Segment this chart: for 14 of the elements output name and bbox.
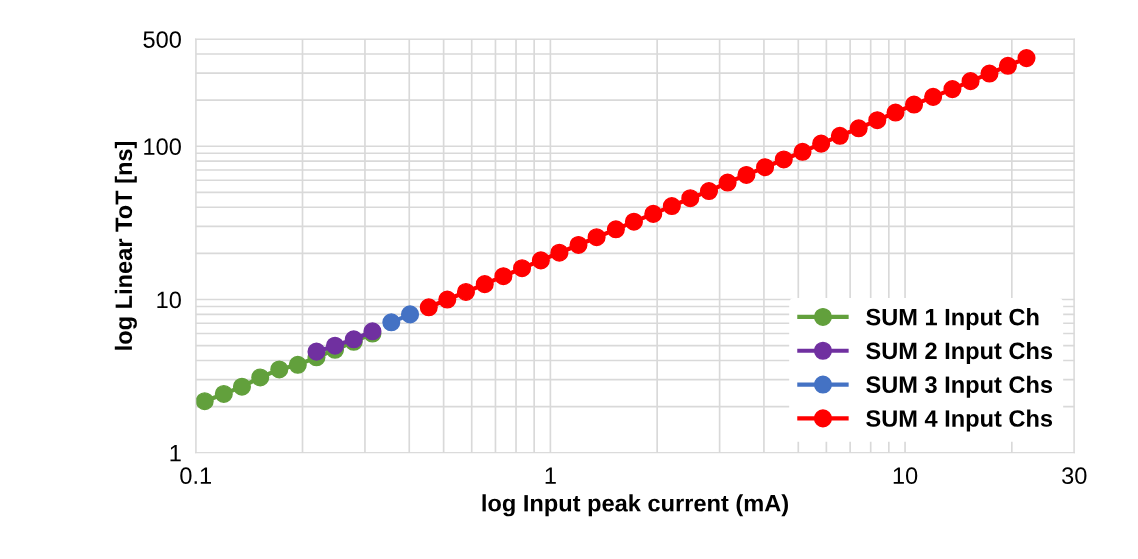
y-tick-label: 100 xyxy=(144,138,181,156)
legend-label: SUM 2 Input Chs xyxy=(866,341,1053,364)
y-tick-label: 1 xyxy=(170,445,181,462)
y-tick-label: 500 xyxy=(143,31,181,48)
legend-label: SUM 3 Input Chs xyxy=(866,375,1053,398)
x-axis-title: log Input peak current (mA) xyxy=(482,494,788,517)
x-tick-label: 10 xyxy=(893,467,918,485)
x-tick-label: 30 xyxy=(1062,467,1087,485)
x-tick-label: 1 xyxy=(545,467,556,484)
y-axis-title: log Linear ToT [ns] xyxy=(114,141,137,350)
legend-label: SUM 1 Input Ch xyxy=(866,308,1039,331)
legend-label: SUM 4 Input Chs xyxy=(866,409,1053,432)
y-tick-label: 10 xyxy=(157,291,181,309)
x-tick-label: 0.1 xyxy=(180,467,211,485)
